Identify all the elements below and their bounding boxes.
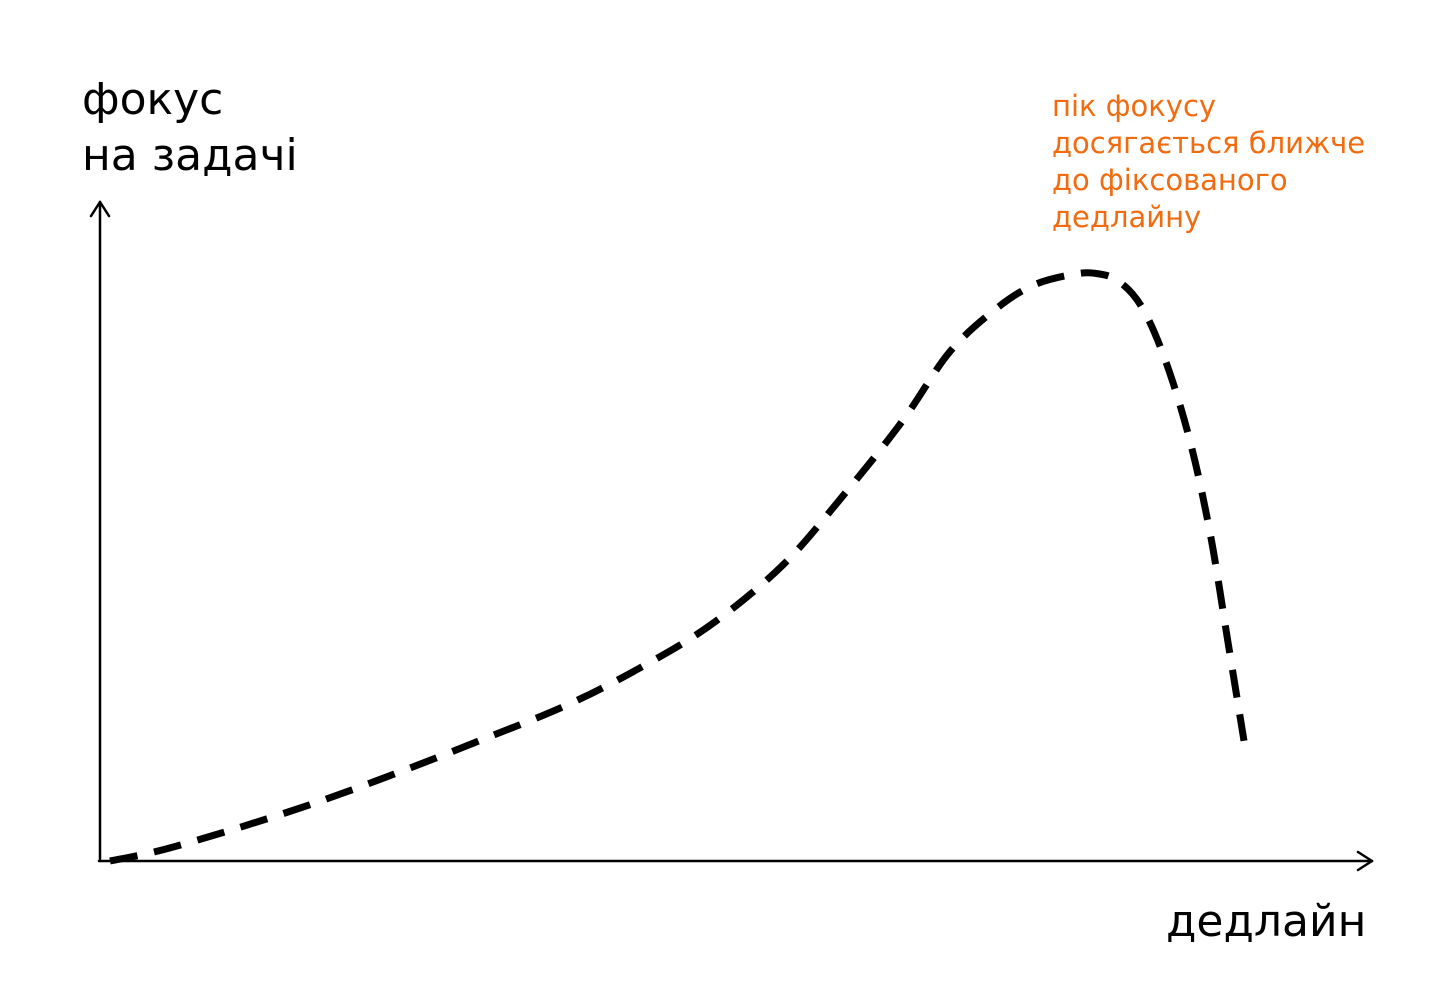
x-axis-arrow-bottom: [1356, 859, 1374, 872]
annotation-line-3: до фіксованого: [1052, 163, 1288, 197]
annotation-line-1: пік фокусу: [1052, 89, 1217, 123]
annotation-line-2: досягається ближче: [1052, 126, 1366, 160]
y-axis-arrow-right: [98, 200, 111, 218]
data-point-0-5: [479, 737, 485, 743]
y-axis-label-line-2: на задачі: [82, 130, 298, 181]
y-axis-arrow-left: [89, 200, 102, 218]
data-point-0-6: [563, 703, 569, 709]
series-layer: [109, 269, 1248, 865]
x-axis-label: дедлайн: [1166, 896, 1367, 947]
peak-annotation: пік фокусу досягається ближче до фіксова…: [1052, 88, 1365, 236]
axes: [89, 200, 1374, 872]
y-axis-label: фокус на задачі: [82, 72, 298, 184]
data-point-0-4: [395, 770, 401, 776]
annotation-line-4: дедлайну: [1052, 200, 1202, 234]
data-point-0-3: [311, 800, 317, 806]
data-point-0-17: [1115, 278, 1121, 284]
series-line-0: [109, 269, 1248, 865]
y-axis-label-line-1: фокус: [82, 74, 224, 125]
data-point-0-14: [1031, 282, 1037, 288]
data-point-0-15: [1067, 272, 1073, 278]
x-axis-arrow-top: [1356, 850, 1374, 863]
data-point-0-2: [227, 827, 233, 833]
data-point-0-20: [1187, 438, 1193, 444]
